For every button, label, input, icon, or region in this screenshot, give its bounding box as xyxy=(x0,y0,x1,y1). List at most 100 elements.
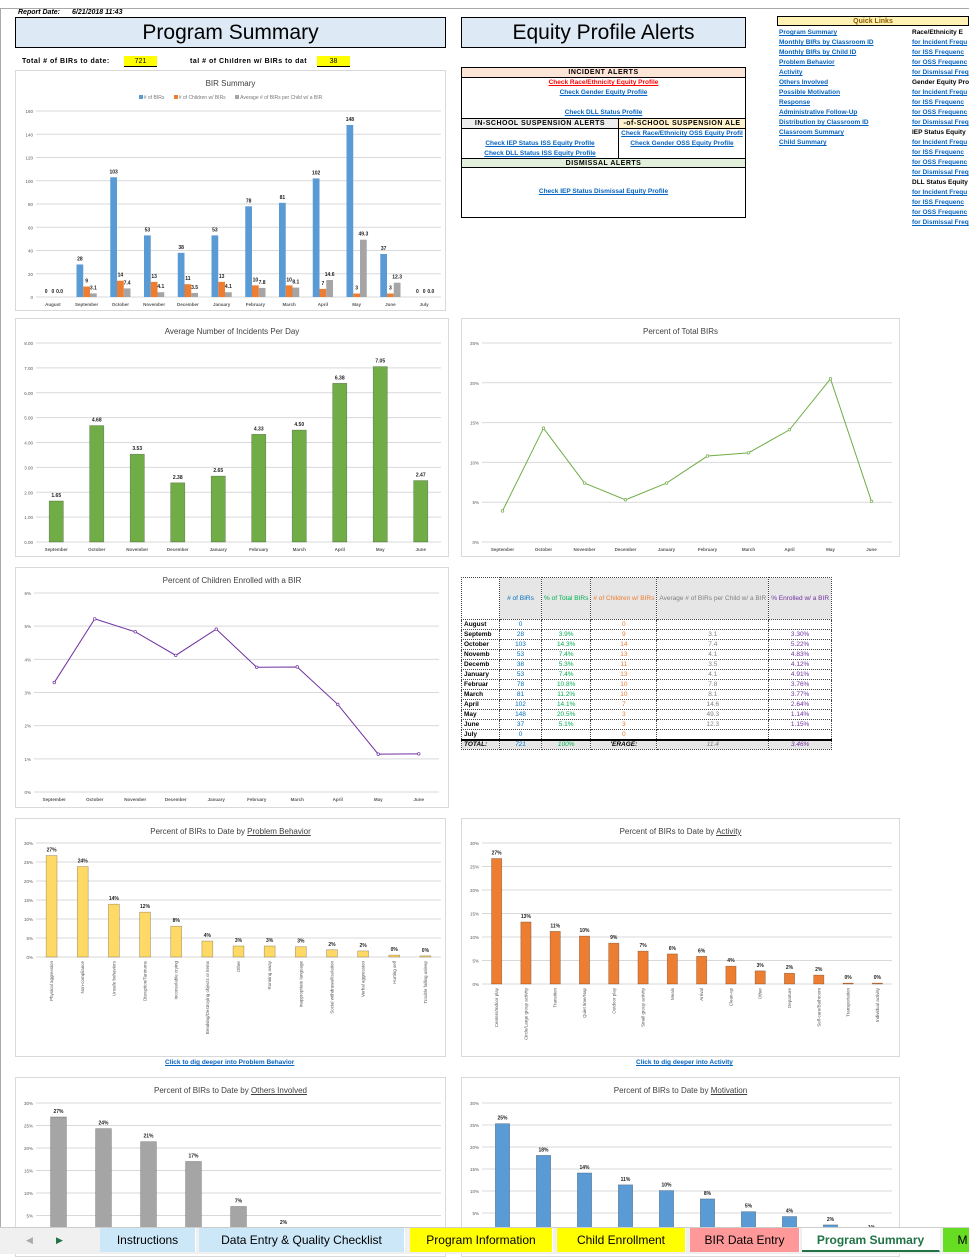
bar xyxy=(579,935,590,985)
x-tick-label: June xyxy=(866,547,877,552)
equity-quick-link[interactable]: for Incident Frequ xyxy=(912,89,968,96)
equity-quick-link[interactable]: for Dismissal Freq xyxy=(912,169,969,176)
x-tick-label: August xyxy=(45,302,61,307)
data-label: 0% xyxy=(874,975,882,981)
race-ethnicity-equity-link[interactable]: Check Race/Ethnicity Equity Profile xyxy=(548,79,659,86)
y-tick-label: 4.00 xyxy=(24,441,33,446)
equity-quick-link[interactable]: for ISS Frequenc xyxy=(912,199,965,206)
table-cell: 10 xyxy=(590,689,658,700)
sheet-tab[interactable]: BIR Data Entry xyxy=(690,1228,800,1252)
scroll-tabs-left-icon[interactable]: ◀ xyxy=(26,1235,33,1245)
table-cell xyxy=(656,619,770,630)
activity-drilldown-link[interactable]: Click to dig deeper into Activity xyxy=(636,1059,733,1066)
data-label: 14 xyxy=(118,273,124,279)
column-header: # of BIRs xyxy=(499,577,542,620)
quick-link-item[interactable]: Others Involved xyxy=(779,79,829,86)
sheet-tab[interactable]: Instructions xyxy=(100,1228,196,1252)
problem-behavior-drilldown-link[interactable]: Click to dig deeper into Problem Behavio… xyxy=(165,1059,295,1066)
equity-quick-link[interactable]: for ISS Frequenc xyxy=(912,49,965,56)
equity-quick-link[interactable]: for Dismissal Freq xyxy=(912,69,969,76)
equity-quick-link[interactable]: for Incident Frequ xyxy=(912,189,968,196)
scroll-tabs-right-icon[interactable]: ▶ xyxy=(56,1235,63,1245)
equity-quick-link[interactable]: for OSS Frequenc xyxy=(912,109,968,116)
equity-alerts-panel: INCIDENT ALERTS Check Race/Ethnicity Equ… xyxy=(461,67,746,218)
gender-oss-equity-link[interactable]: Check Gender OSS Equity Profile xyxy=(630,140,734,147)
quick-link-item[interactable]: Monthly BIRs by Classroom ID xyxy=(779,39,874,46)
sheet-tab[interactable]: Program Summary xyxy=(802,1228,940,1252)
x-tick-label: Circle/Large group activity xyxy=(523,987,528,1040)
month-cell: June xyxy=(461,719,500,730)
race-oss-equity-link[interactable]: Check Race/Ethnicity OSS Equity Profil xyxy=(621,130,743,137)
bar xyxy=(353,293,360,297)
bar xyxy=(360,239,367,297)
report-date: 6/21/2018 11:43 xyxy=(72,9,123,16)
equity-quick-link[interactable]: for ISS Frequenc xyxy=(912,99,965,106)
quick-link-item[interactable]: Monthly BIRs by Child ID xyxy=(779,49,857,56)
data-label: 11% xyxy=(550,923,560,929)
table-cell: 2.64% xyxy=(768,699,833,710)
equity-quick-link[interactable]: for Dismissal Freq xyxy=(912,219,969,226)
quick-link-item[interactable]: Classroom Summary xyxy=(779,129,845,136)
y-tick-label: 0.00 xyxy=(24,540,33,545)
bar xyxy=(419,955,432,958)
x-tick-label: May xyxy=(352,302,361,307)
sheet-tab[interactable]: Program Information xyxy=(410,1228,553,1252)
data-label: 37 xyxy=(381,246,387,252)
x-tick-label: February xyxy=(246,302,266,307)
equity-quick-link[interactable]: for ISS Frequenc xyxy=(912,149,965,156)
bar xyxy=(842,982,854,985)
quick-link-item[interactable]: Response xyxy=(779,99,811,106)
data-label: 7.4 xyxy=(124,280,131,286)
chart-title: Percent of Children Enrolled with a BIR xyxy=(162,576,302,585)
equity-section-label: Race/Ethnicity E xyxy=(912,29,963,36)
x-tick-label: April xyxy=(333,797,343,802)
table-cell: 1.15% xyxy=(768,719,833,730)
bar xyxy=(50,1116,67,1239)
dll-iss-equity-link[interactable]: Check DLL Status ISS Equity Profile xyxy=(484,150,596,157)
sheet-tab[interactable]: Child Enrollment xyxy=(557,1228,686,1252)
quick-link-item[interactable]: Possible Motivation xyxy=(779,89,841,96)
page-title: Program Summary xyxy=(15,17,446,48)
data-label: 7% xyxy=(639,943,647,949)
table-row: July 0 0 xyxy=(461,729,833,740)
dll-status-link[interactable]: Check DLL Status Profile xyxy=(564,109,643,116)
quick-link-item[interactable]: Distribution by Classroom ID xyxy=(779,119,869,126)
y-tick-label: 25% xyxy=(24,860,33,865)
iep-iss-equity-link[interactable]: Check IEP Status ISS Equity Profile xyxy=(485,140,595,147)
x-tick-label: Arrival xyxy=(699,988,704,1001)
sheet-tab[interactable]: M xyxy=(943,1228,969,1252)
equity-quick-link[interactable]: for OSS Frequenc xyxy=(912,59,968,66)
y-tick-label: 1.00 xyxy=(24,515,33,520)
quick-link-item[interactable]: Problem Behavior xyxy=(779,59,835,66)
gender-equity-link[interactable]: Check Gender Equity Profile xyxy=(559,89,648,96)
equity-quick-link[interactable]: for Incident Frequ xyxy=(912,139,968,146)
data-label: 5% xyxy=(745,1204,753,1210)
y-tick-label: 20% xyxy=(470,888,479,893)
table-cell xyxy=(768,619,833,630)
quick-link-item[interactable]: Program Summary xyxy=(779,29,838,36)
quick-link-item[interactable]: Child Summary xyxy=(779,139,827,146)
equity-quick-link[interactable]: for OSS Frequenc xyxy=(912,209,968,216)
bar xyxy=(495,1123,510,1236)
quick-link-item[interactable]: Administrative Follow-Up xyxy=(779,109,858,116)
x-tick-label: Trouble falling asleep xyxy=(423,961,428,1004)
bar xyxy=(177,252,185,297)
data-label: 24% xyxy=(78,859,89,865)
table-cell: 10 xyxy=(590,679,658,690)
y-tick-label: 5% xyxy=(472,1211,479,1216)
y-tick-label: 15% xyxy=(470,1167,479,1172)
equity-quick-link[interactable]: for Dismissal Freq xyxy=(912,119,969,126)
data-label: 2% xyxy=(827,1217,835,1223)
bar xyxy=(393,282,401,297)
legend-item: Average # of BIRs per Child w/ a BIR xyxy=(235,95,322,101)
table-cell: 11 xyxy=(590,659,658,670)
quick-link-item[interactable]: Activity xyxy=(779,69,803,76)
x-tick-label: Non-compliance xyxy=(80,961,85,994)
iep-dismissal-equity-link[interactable]: Check IEP Status Dismissal Equity Profil… xyxy=(538,188,669,195)
equity-quick-link[interactable]: for OSS Frequenc xyxy=(912,159,968,166)
table-row: Novemb 53 7.4% 13 4.1 4.83% xyxy=(461,649,833,660)
table-cell: 13 xyxy=(590,669,658,680)
equity-quick-link[interactable]: for Incident Frequ xyxy=(912,39,968,46)
data-label: 27% xyxy=(492,851,503,857)
sheet-tab[interactable]: Data Entry & Quality Checklist xyxy=(199,1228,405,1252)
